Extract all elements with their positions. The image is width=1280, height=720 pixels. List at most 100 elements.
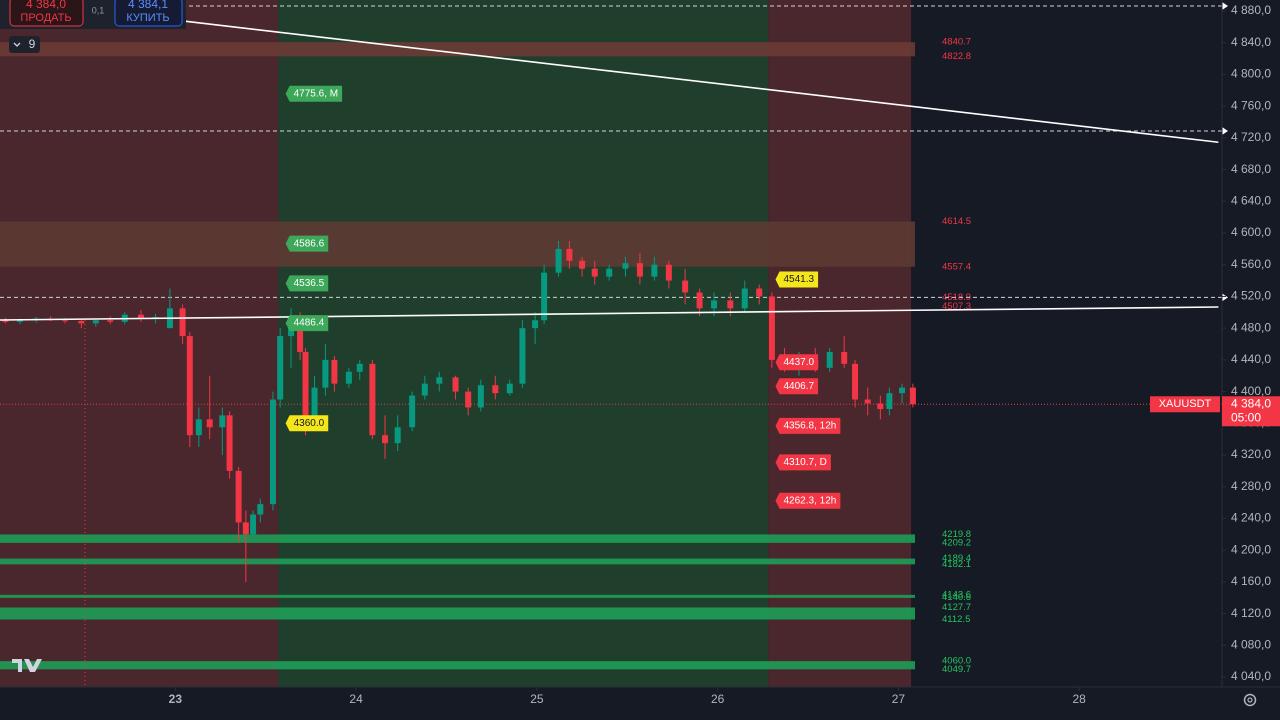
candle-body xyxy=(852,363,859,400)
y-tick-label: 4 560,0 xyxy=(1231,257,1271,271)
sell-button[interactable] xyxy=(9,0,84,27)
level-label: 4518.9 xyxy=(942,292,971,303)
sell-label: ПРОДАТЬ xyxy=(20,12,71,24)
candle-body xyxy=(302,351,309,424)
x-tick-label: 23 xyxy=(169,692,183,706)
callout-box xyxy=(285,235,329,252)
candle-body xyxy=(62,320,69,322)
level-label: 4840.7 xyxy=(942,37,971,48)
candle-body xyxy=(421,383,428,396)
callout-label: 4586.6 xyxy=(294,238,325,249)
level-label: 4060.0 xyxy=(942,656,971,667)
callout-label: 4541.3 xyxy=(784,274,815,285)
sell-price: 4 384,0 xyxy=(26,0,66,11)
callout-label: 4536.5 xyxy=(294,278,325,289)
x-tick-label: 28 xyxy=(1073,692,1087,706)
y-tick-label: 4 320,0 xyxy=(1231,447,1271,461)
y-tick-label: 4 400,0 xyxy=(1231,384,1271,398)
candle-body xyxy=(465,391,472,408)
candle-body xyxy=(477,385,484,408)
candle-body xyxy=(622,263,629,269)
candle-body xyxy=(345,371,352,384)
callout-label: 4310.7, D xyxy=(784,457,827,468)
buy-label: КУПИТЬ xyxy=(126,12,169,24)
x-tick-label: 26 xyxy=(711,692,725,706)
y-tick-label: 4 720,0 xyxy=(1231,130,1271,144)
symbol-label: XAUUSDT xyxy=(1159,398,1212,410)
candle-body xyxy=(756,288,763,297)
y-tick-label: 4 640,0 xyxy=(1231,193,1271,207)
level-zone xyxy=(0,558,915,565)
candle-body xyxy=(711,300,718,309)
level-label: 4822.8 xyxy=(942,51,971,62)
candle-body xyxy=(665,264,672,281)
callout-box xyxy=(775,454,831,471)
level-label: 4189.4 xyxy=(942,553,971,564)
candle-body xyxy=(78,321,85,324)
candle-body xyxy=(356,363,363,372)
callout-label: 4360.0 xyxy=(294,418,325,429)
candle-body xyxy=(636,263,643,277)
candle-body xyxy=(226,415,233,471)
callout-label: 4262.3, 12h xyxy=(784,495,837,506)
candle-body xyxy=(566,248,573,261)
level-label: 4127.7 xyxy=(942,602,971,613)
candle-body xyxy=(651,264,658,277)
callout-box xyxy=(285,275,329,292)
y-tick-label: 4 440,0 xyxy=(1231,352,1271,366)
callout-label: 4356.8, 12h xyxy=(784,420,837,431)
indicators-toggle[interactable] xyxy=(9,36,40,53)
callout-box xyxy=(775,417,841,434)
candle-body xyxy=(92,320,99,324)
symbol-tag xyxy=(1150,396,1220,413)
candle-body xyxy=(206,419,213,428)
candle-body xyxy=(909,387,916,405)
candle-body xyxy=(322,359,329,388)
x-tick-label: 27 xyxy=(892,692,906,706)
candle-body xyxy=(841,351,848,364)
callout-box xyxy=(775,271,819,288)
candle-body xyxy=(107,320,114,322)
level-label: 4049.7 xyxy=(942,664,971,675)
x-tick-label: 24 xyxy=(349,692,363,706)
callout-box xyxy=(285,315,329,332)
candle-body xyxy=(555,248,562,273)
price-tag xyxy=(1222,396,1280,427)
level-label: 4140.6 xyxy=(942,592,971,603)
settings-button[interactable] xyxy=(1243,693,1257,707)
settings-icon xyxy=(1243,693,1257,707)
candle-body xyxy=(826,351,833,368)
y-tick-label: 4 080,0 xyxy=(1231,637,1271,651)
session-zone xyxy=(768,0,912,687)
buy-button[interactable] xyxy=(114,0,183,27)
level-label: 4507.3 xyxy=(942,301,971,312)
candle-body xyxy=(452,377,459,392)
callout-box xyxy=(285,85,343,102)
settings-icon-center xyxy=(1247,697,1253,703)
x-tick-label: 25 xyxy=(530,692,544,706)
callout-label: 4406.7 xyxy=(784,381,815,392)
level-zone xyxy=(0,42,915,57)
candle-body xyxy=(394,427,401,444)
candle-body xyxy=(886,393,893,410)
candle-body xyxy=(311,387,318,424)
logo-shape xyxy=(12,659,42,672)
candle-body xyxy=(219,415,226,428)
candle-body xyxy=(864,399,871,404)
y-tick-label: 4 840,0 xyxy=(1231,35,1271,49)
y-tick-label: 4 760,0 xyxy=(1231,98,1271,112)
candle-body xyxy=(506,383,513,394)
candle-body xyxy=(696,292,703,309)
level-label: 4209.2 xyxy=(942,537,971,548)
line-handle xyxy=(1222,293,1228,302)
y-tick-label: 4 120,0 xyxy=(1231,606,1271,620)
y-tick-label: 4 880,0 xyxy=(1231,3,1271,17)
callout-box xyxy=(775,378,819,395)
axes: 4 880,0 4 840,0 4 800,0 4 760,0 4 720,0 4 680… xyxy=(169,3,1280,706)
candle-body xyxy=(541,272,548,321)
indicators-count: 9 xyxy=(29,37,36,51)
y-tick-label: 4 240,0 xyxy=(1231,511,1271,525)
price-tag-label: 4 384,0 xyxy=(1231,396,1271,410)
candle-body xyxy=(138,314,144,319)
